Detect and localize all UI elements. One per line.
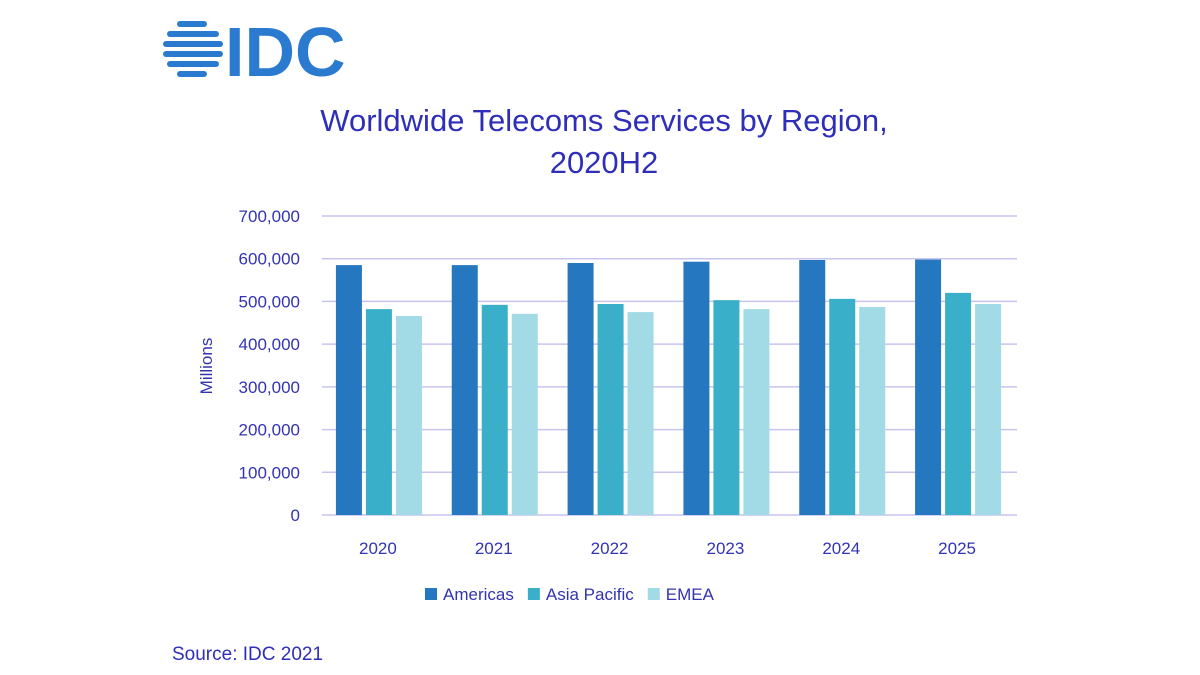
chart-title-line-2: 2020H2 <box>549 145 659 180</box>
y-axis-label: Millions <box>197 338 216 395</box>
x-tick-label: 2024 <box>822 539 860 558</box>
y-tick-label: 300,000 <box>239 378 300 397</box>
legend-swatch-emea <box>647 588 660 600</box>
bar-asia-pacific-2025 <box>945 292 972 515</box>
y-tick-label: 100,000 <box>239 463 300 482</box>
legend-swatch-americas <box>425 588 437 600</box>
bar-emea-2024 <box>859 306 886 515</box>
x-tick-label: 2023 <box>707 539 745 558</box>
bar-americas-2021 <box>451 265 478 515</box>
x-tick-label: 2021 <box>475 539 513 558</box>
y-tick-label: 400,000 <box>239 335 300 354</box>
legend-label-asia-pacific: Asia Pacific <box>546 585 634 604</box>
bar-americas-2022 <box>567 262 594 515</box>
y-tick-label: 500,000 <box>239 292 300 311</box>
bar-asia-pacific-2020 <box>365 309 392 515</box>
chart-title-line-1: Worldwide Telecoms Services by Region, <box>320 103 888 138</box>
legend-label-emea: EMEA <box>666 585 715 604</box>
x-tick-label: 2025 <box>938 539 976 558</box>
y-tick-label: 200,000 <box>239 421 300 440</box>
bar-emea-2025 <box>975 303 1002 515</box>
bar-emea-2020 <box>395 315 422 515</box>
bar-asia-pacific-2024 <box>829 298 856 515</box>
bar-emea-2021 <box>511 313 538 515</box>
bar-asia-pacific-2022 <box>597 303 624 515</box>
legend-swatch-asia-pacific <box>527 588 540 600</box>
source-note: Source: IDC 2021 <box>172 644 324 665</box>
idc-logo: IDC <box>163 18 346 80</box>
bar-americas-2023 <box>683 261 710 515</box>
y-tick-label: 0 <box>291 506 300 525</box>
svg-text:IDC: IDC <box>225 18 346 80</box>
bar-asia-pacific-2023 <box>713 300 740 515</box>
bar-americas-2024 <box>799 259 826 515</box>
bar-emea-2022 <box>627 312 654 515</box>
x-tick-label: 2022 <box>591 539 629 558</box>
legend-label-americas: Americas <box>443 585 514 604</box>
x-tick-label: 2020 <box>359 539 397 558</box>
bar-chart: 0 100,000 200,000 300,000 400,000 500,000 600,… <box>197 207 1017 604</box>
bar-americas-2020 <box>335 265 362 515</box>
y-tick-label: 600,000 <box>239 250 300 269</box>
bar-asia-pacific-2021 <box>481 304 508 515</box>
bar-americas-2025 <box>915 259 942 515</box>
chart-title: Worldwide Telecoms Services by Region, 2… <box>0 100 1200 184</box>
y-tick-label: 700,000 <box>239 207 300 226</box>
bar-emea-2023 <box>743 309 770 515</box>
